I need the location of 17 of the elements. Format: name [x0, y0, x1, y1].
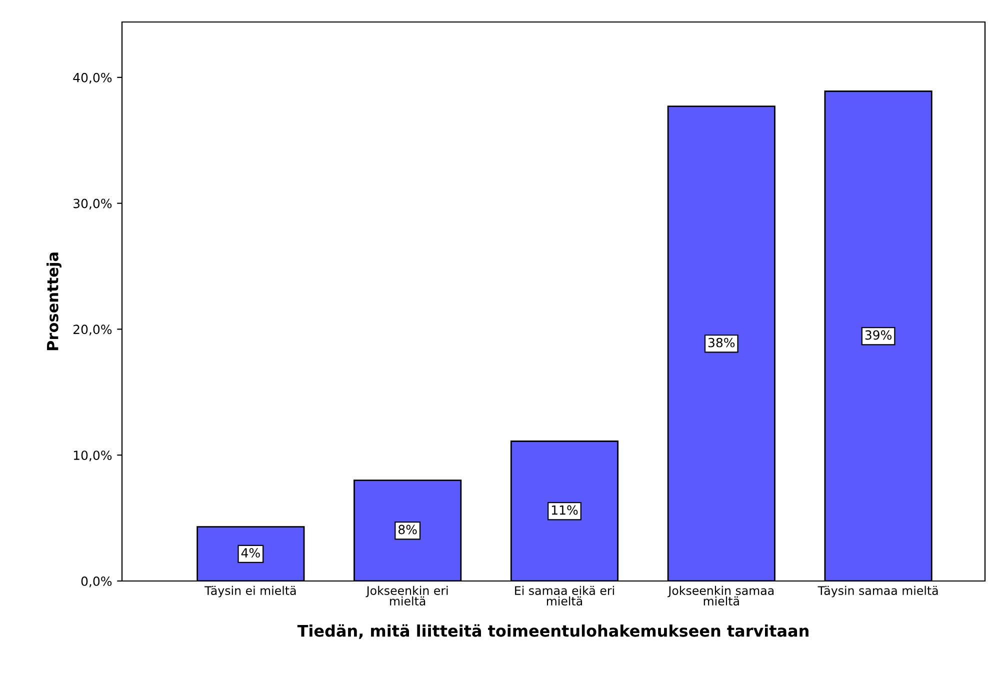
data-label: 4%	[241, 548, 260, 558]
x-tick-label: Jokseenkin eri mieltä	[366, 586, 448, 606]
x-tick-label: Täysin ei mieltä	[204, 586, 296, 598]
data-label: 11%	[552, 505, 578, 515]
y-tick-label: 40,0%	[73, 72, 112, 84]
data-label: 39%	[865, 330, 892, 340]
y-tick-label: 30,0%	[74, 198, 112, 210]
x-tick-label: Jokseenkin samaa mieltä	[668, 586, 774, 606]
data-label: 38%	[708, 338, 735, 348]
y-tick-label: 10,0%	[74, 450, 112, 462]
data-label: 8%	[398, 524, 417, 534]
y-axis-title: Prosentteja	[46, 252, 62, 350]
y-tick-label: 0,0%	[81, 576, 112, 588]
x-tick-label: Täysin samaa mieltä	[818, 586, 938, 598]
y-tick-label: 20,0%	[73, 324, 112, 336]
x-tick-label: Ei samaa eikä eri mieltä	[515, 586, 614, 606]
x-axis-title: Tiedän, mitä liitteitä toimeentulohakemukseen tarvitaan	[297, 624, 808, 639]
